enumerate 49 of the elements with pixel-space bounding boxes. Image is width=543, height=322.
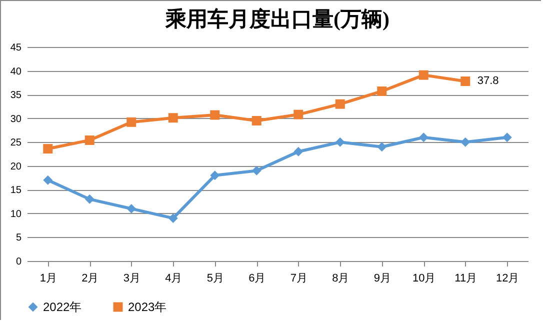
chart-title: 乘用车月度出口量(万辆) [164, 7, 390, 31]
point [418, 70, 428, 80]
x-tick-label: 7月 [290, 272, 308, 284]
point [43, 175, 53, 185]
x-tick-label: 12月 [496, 272, 520, 284]
point [43, 144, 53, 154]
y-tick-label: 30 [10, 114, 22, 125]
point [294, 146, 304, 156]
point [126, 117, 136, 127]
point [126, 204, 136, 214]
data-label: 37.8 [477, 75, 499, 88]
point [168, 213, 178, 223]
y-tick-label: 10 [10, 208, 22, 220]
x-tick-label: 1月 [40, 272, 57, 284]
x-tick-label: 5月 [206, 272, 224, 284]
y-tick-label: 35 [10, 90, 22, 102]
point [84, 135, 94, 145]
y-tick-label: 0 [16, 256, 22, 268]
point [252, 166, 262, 176]
x-tick-label: 3月 [123, 272, 140, 284]
point [168, 113, 178, 123]
x-tick-label: 2月 [82, 272, 99, 284]
point [210, 170, 220, 180]
x-tick-label: 6月 [248, 272, 266, 284]
y-tick-label: 5 [16, 232, 22, 244]
point [377, 86, 387, 96]
x-tick-label: 11月 [454, 272, 478, 284]
point [460, 137, 470, 147]
point [418, 132, 428, 142]
y-tick-label: 40 [10, 66, 22, 78]
x-tick-label: 10月 [412, 272, 436, 284]
point [210, 110, 220, 120]
y-tick-label: 25 [10, 138, 22, 149]
point [252, 116, 262, 126]
y-tick-label: 45 [10, 42, 22, 54]
x-tick-label: 4月 [165, 272, 182, 284]
point [377, 142, 387, 152]
x-tick-label: 9月 [374, 272, 391, 284]
legend-label: 2023年 [128, 300, 167, 314]
y-tick-label: 20 [10, 161, 22, 172]
x-tick-label: 8月 [332, 272, 350, 284]
point [294, 110, 304, 120]
point [335, 137, 345, 147]
point [502, 132, 512, 142]
y-tick-label: 15 [10, 185, 22, 196]
legend-label: 2022年 [43, 300, 82, 314]
point [335, 99, 345, 109]
point [460, 76, 470, 86]
point [84, 194, 94, 204]
